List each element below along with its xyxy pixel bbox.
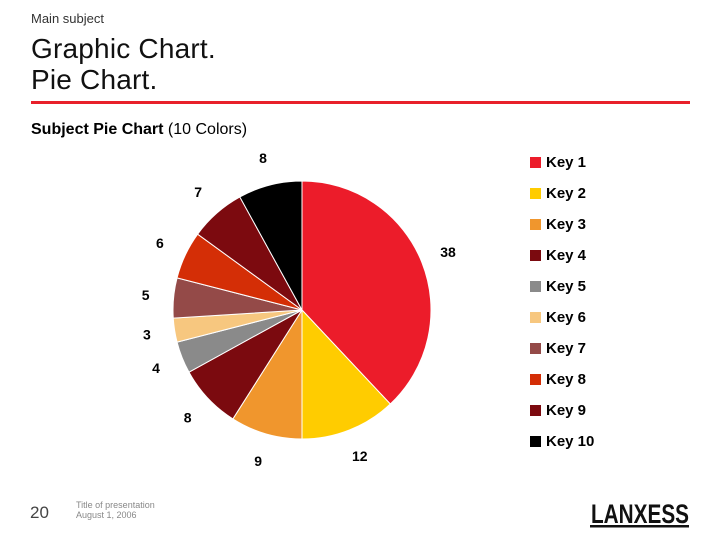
page-title-line-2: Pie Chart.: [31, 64, 158, 95]
lanxess-logo: LANXESS: [590, 499, 689, 529]
legend-label-key-9: Key 9: [546, 401, 587, 419]
legend-label-key-5: Key 5: [546, 277, 587, 295]
presentation-date: August 1, 2006: [76, 510, 137, 520]
pie-slice-key-1: [301, 180, 432, 405]
legend-swatch-key-7: [530, 342, 541, 354]
chart-subtitle: Subject Pie Chart (10 Colors): [31, 121, 247, 139]
legend-item-key-3: Key 3: [530, 214, 586, 234]
legend-item-key-5: Key 5: [530, 276, 586, 296]
data-label-key-8: 6: [156, 235, 164, 251]
legend-swatch-key-4: [530, 249, 541, 261]
data-label-key-6: 3: [143, 327, 151, 343]
legend-item-key-2: Key 2: [530, 183, 586, 203]
legend-swatch-key-3: [530, 218, 541, 230]
page-title-line-1: Graphic Chart.: [31, 33, 216, 64]
logo-text: LANXESS: [591, 499, 689, 529]
legend-item-key-6: Key 6: [530, 307, 586, 327]
legend-item-key-8: Key 8: [530, 369, 586, 389]
legend-item-key-7: Key 7: [530, 338, 586, 358]
chart-subtitle-rest: (10 Colors): [163, 121, 248, 138]
legend-swatch-key-6: [530, 311, 541, 323]
data-label-key-5: 4: [152, 360, 160, 376]
data-label-key-10: 8: [259, 150, 267, 166]
data-label-key-9: 7: [194, 184, 202, 200]
data-label-key-7: 5: [142, 287, 150, 303]
footer-text: Title of presentation August 1, 2006: [76, 500, 155, 520]
legend-label-key-1: Key 1: [546, 153, 587, 171]
presentation-title: Title of presentation: [76, 500, 155, 510]
data-label-key-1: 38: [440, 244, 456, 260]
legend-label-key-10: Key 10: [546, 432, 595, 450]
page-title: Graphic Chart. Pie Chart.: [31, 33, 216, 95]
legend-swatch-key-1: [530, 156, 541, 168]
legend-label-key-6: Key 6: [546, 308, 587, 326]
main-subject-label: Main subject: [31, 11, 104, 26]
legend-label-key-2: Key 2: [546, 184, 587, 202]
legend-swatch-key-8: [530, 373, 541, 385]
legend-item-key-4: Key 4: [530, 245, 586, 265]
legend-label-key-7: Key 7: [546, 339, 587, 357]
legend-label-key-4: Key 4: [546, 246, 587, 264]
legend-item-key-1: Key 1: [530, 152, 586, 172]
pie-slice-key-10: [239, 180, 303, 311]
legend-item-key-9: Key 9: [530, 400, 586, 420]
legend-swatch-key-2: [530, 187, 541, 199]
title-divider: [31, 101, 690, 104]
data-label-key-2: 12: [352, 448, 368, 464]
logo-underline: [590, 525, 689, 528]
legend-label-key-3: Key 3: [546, 215, 587, 233]
data-label-key-3: 9: [254, 453, 262, 469]
legend-label-key-8: Key 8: [546, 370, 587, 388]
chart-subtitle-bold: Subject Pie Chart: [31, 121, 164, 138]
data-label-key-4: 8: [184, 410, 192, 426]
legend-swatch-key-10: [530, 435, 541, 447]
pie-slice-key-2: [301, 308, 392, 440]
page-number: 20: [30, 503, 49, 522]
legend-swatch-key-5: [530, 280, 541, 292]
legend-item-key-10: Key 10: [530, 431, 594, 451]
legend-swatch-key-9: [530, 404, 541, 416]
